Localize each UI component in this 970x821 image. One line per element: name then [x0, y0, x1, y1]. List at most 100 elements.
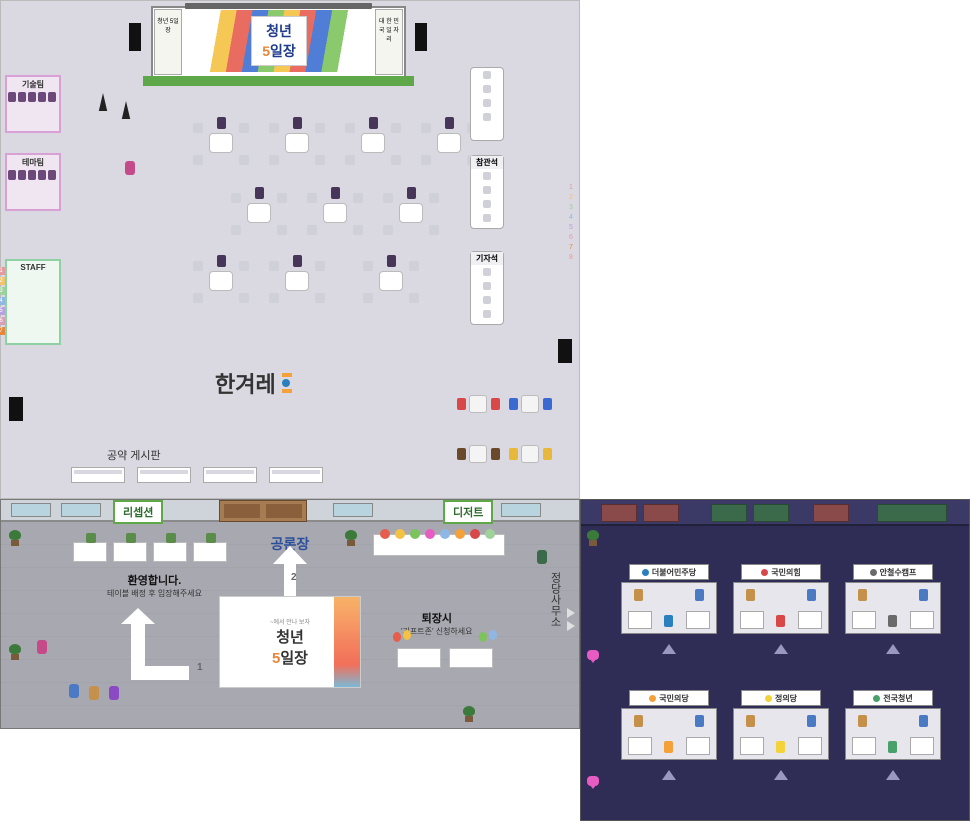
chat-bubble-icon[interactable] [587, 650, 599, 660]
reception-desk[interactable] [193, 542, 227, 562]
plant-icon [9, 530, 21, 546]
camera-icon [119, 101, 133, 119]
lobby-banner: ~에서 만나 보자 청년 5일장 [219, 596, 361, 688]
avatar[interactable] [37, 640, 47, 654]
booth-label: 테마팀 [8, 157, 58, 168]
main-hall-map[interactable]: 청년 5일장 대 한 민 국 일 자 리 청년 5일장 기술팀 테마팀 STAF… [0, 0, 580, 499]
sign-dessert: 디저트 [443, 500, 493, 524]
arrow-up-icon [774, 644, 788, 654]
step-number: 2 [291, 572, 297, 583]
round-table[interactable]: 9 [267, 259, 327, 305]
round-table[interactable]: 1 [191, 121, 251, 167]
booth-staff[interactable]: STAFF 1234567 [5, 259, 61, 345]
exit-text: 퇴장시 '기프트존' 신청하세요 [401, 610, 473, 637]
seat-number-rail: 12345678 [567, 183, 575, 262]
party-sign: 안철수캠프 [853, 564, 933, 580]
party-sign: 정의당 [741, 690, 821, 706]
staff-number-rail: 1234567 [0, 267, 5, 335]
stage-backdrop: 청년 5일장 [185, 10, 373, 72]
round-table[interactable]: 3 [343, 121, 403, 167]
plant-icon [463, 706, 475, 722]
booth-label: 기술팀 [8, 79, 58, 90]
avatar[interactable] [69, 684, 79, 698]
small-table[interactable] [469, 445, 487, 463]
dessert-table[interactable] [373, 534, 505, 556]
party-sign: 국민의힘 [741, 564, 821, 580]
booth-theme[interactable]: 테마팀 [5, 153, 61, 211]
round-table[interactable]: 8 [191, 259, 251, 305]
bench [71, 467, 125, 483]
round-table[interactable]: 6 [305, 191, 365, 237]
banner-l1: 청년 [276, 629, 304, 646]
banner-l2: 일장 [280, 650, 308, 667]
welcome-sub: 테이블 배정 후 입장해주세요 [107, 588, 202, 599]
stage: 청년 5일장 대 한 민 국 일 자 리 청년 5일장 [151, 6, 406, 78]
chair-icon [457, 448, 466, 460]
stage-title-banner: 청년 5일장 [251, 16, 307, 66]
arrow-up-icon [774, 770, 788, 780]
long-seat[interactable]: 기자석 [470, 251, 504, 325]
plant-icon [9, 644, 21, 660]
balloon-icon [393, 632, 401, 642]
party-room-map[interactable]: 더불어민주당 국민의힘 안철수캠프 국민의당 정의당 [580, 499, 970, 821]
party-booth[interactable]: 국민의힘 [733, 564, 829, 634]
logo-text: 한겨레 [215, 367, 276, 399]
long-seat[interactable]: 참관석 [470, 155, 504, 229]
stage-footlights [143, 76, 414, 86]
chair-icon [491, 398, 500, 410]
hankyoreh-logo: 한겨레 [215, 367, 292, 399]
stage-side-banner-left: 청년 5일장 [154, 9, 182, 75]
speaker-icon [415, 23, 427, 51]
camera-icon [96, 93, 110, 111]
chair-icon [509, 448, 518, 460]
round-table[interactable]: 2 [267, 121, 327, 167]
bye-title: 퇴장시 [401, 610, 473, 626]
balloon-icon [479, 632, 487, 642]
avatar[interactable] [109, 686, 119, 700]
reception-desk[interactable] [113, 542, 147, 562]
exit-arrows-icon[interactable] [567, 608, 575, 631]
party-sign: 더불어민주당 [629, 564, 709, 580]
small-table[interactable] [521, 395, 539, 413]
bench [137, 467, 191, 483]
gift-desk[interactable] [397, 648, 441, 668]
stage-title-2: 일장 [270, 43, 296, 59]
party-booth[interactable]: 정의당 [733, 690, 829, 760]
arrow-up-icon [273, 546, 307, 598]
arrow-up-icon [886, 644, 900, 654]
round-table[interactable]: 10 [361, 259, 421, 305]
party-booth[interactable]: 더불어민주당 [621, 564, 717, 634]
arrow-up-icon [886, 770, 900, 780]
small-table[interactable] [521, 445, 539, 463]
round-table[interactable]: 7 [381, 191, 441, 237]
round-table[interactable]: 5 [229, 191, 289, 237]
step-number: 1 [197, 662, 203, 673]
chair-icon [509, 398, 518, 410]
stage-truss [185, 3, 372, 9]
chat-bubble-icon[interactable] [587, 776, 599, 786]
gift-desk[interactable] [449, 648, 493, 668]
party-sign: 전국청년 [853, 690, 933, 706]
avatar[interactable] [125, 161, 135, 175]
welcome-text: 환영합니다. 테이블 배정 후 입장해주세요 [107, 572, 202, 599]
reception-desk[interactable] [153, 542, 187, 562]
party-booth[interactable]: 전국청년 [845, 690, 941, 760]
bench [269, 467, 323, 483]
notice-board-label: 공약 게시판 [107, 447, 161, 463]
arrow-elbow-icon [131, 620, 189, 680]
plant-icon [587, 530, 599, 546]
balloon-icon [403, 630, 411, 640]
long-seat[interactable] [470, 67, 504, 141]
avatar[interactable] [537, 550, 547, 564]
small-table[interactable] [469, 395, 487, 413]
stage-side-banner-right: 대 한 민 국 일 자 리 [375, 9, 403, 75]
party-booth[interactable]: 국민의당 [621, 690, 717, 760]
lobby-map[interactable]: 리셉션 디저트 공론장 환영합니다. 테이블 배정 후 입장해주세요 2 1 ~… [0, 499, 580, 729]
avatar[interactable] [89, 686, 99, 700]
door-icon[interactable] [219, 500, 307, 522]
party-booth[interactable]: 안철수캠프 [845, 564, 941, 634]
speaker-icon [129, 23, 141, 51]
reception-desk[interactable] [73, 542, 107, 562]
booth-tech[interactable]: 기술팀 [5, 75, 61, 133]
party-wall [581, 500, 969, 526]
